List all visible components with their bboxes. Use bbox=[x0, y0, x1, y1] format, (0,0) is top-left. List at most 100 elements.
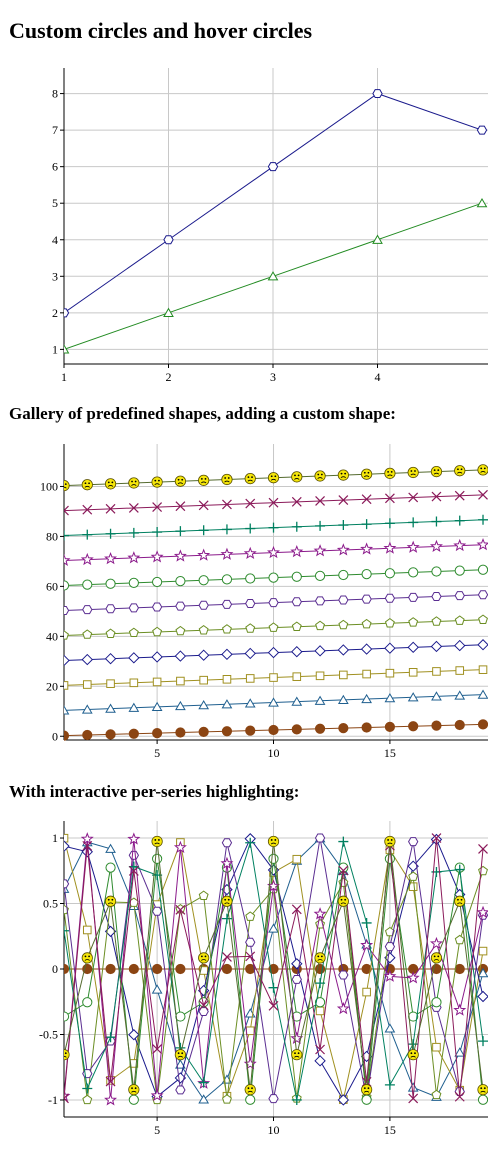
series-3-point[interactable] bbox=[81, 653, 93, 666]
series-0-point[interactable] bbox=[454, 719, 465, 731]
series-7-point[interactable] bbox=[80, 832, 94, 845]
series-8-point[interactable] bbox=[82, 1083, 93, 1094]
series-8-point[interactable] bbox=[268, 522, 279, 533]
series-10-point[interactable] bbox=[267, 472, 280, 484]
series-1-point[interactable] bbox=[151, 984, 163, 994]
series-2[interactable] bbox=[37, 665, 488, 690]
series-0-point[interactable] bbox=[408, 721, 419, 732]
series-1-point[interactable] bbox=[431, 691, 442, 701]
series-10-point[interactable] bbox=[314, 952, 326, 964]
series-4-point[interactable] bbox=[315, 620, 326, 631]
series-4-point[interactable] bbox=[152, 626, 163, 637]
series-10-point[interactable] bbox=[198, 952, 210, 964]
series-10-point[interactable] bbox=[407, 1049, 419, 1061]
series-4-point[interactable] bbox=[198, 890, 209, 900]
series-9-point[interactable] bbox=[478, 843, 488, 854]
series-7-point[interactable] bbox=[336, 543, 350, 556]
series-8-point[interactable] bbox=[175, 526, 186, 537]
series-1-point[interactable] bbox=[163, 307, 174, 317]
series-6-line[interactable] bbox=[41, 858, 484, 1100]
series-7-point[interactable] bbox=[80, 552, 94, 566]
series-5-point[interactable] bbox=[431, 592, 442, 601]
series-9-point[interactable] bbox=[128, 503, 139, 513]
series-1-point[interactable] bbox=[151, 701, 163, 711]
series-5-point[interactable] bbox=[175, 1085, 186, 1095]
series-7-point[interactable] bbox=[360, 938, 374, 951]
series-10-point[interactable] bbox=[337, 469, 349, 481]
series-6-point[interactable] bbox=[477, 1094, 488, 1105]
custom-circles-chart[interactable]: 1 2 3 4 1 2 3 4 5 6 7 8 bbox=[0, 62, 488, 382]
series-2-point[interactable] bbox=[152, 677, 162, 687]
series-10-point[interactable] bbox=[151, 476, 163, 488]
series-9-point[interactable] bbox=[152, 1044, 163, 1054]
series-8-point[interactable] bbox=[384, 518, 395, 529]
series-5-point[interactable] bbox=[59, 879, 70, 889]
series-5-point[interactable] bbox=[36, 871, 45, 879]
series-0-point[interactable] bbox=[221, 726, 233, 737]
series-1-point[interactable] bbox=[36, 965, 45, 973]
series-3[interactable] bbox=[36, 639, 488, 667]
series-2-point[interactable] bbox=[129, 678, 139, 688]
series-10-point[interactable] bbox=[104, 895, 117, 907]
series-0-point[interactable] bbox=[82, 729, 93, 741]
series-2-point[interactable] bbox=[362, 987, 371, 997]
series-10-point[interactable] bbox=[477, 464, 488, 476]
series-1-point[interactable] bbox=[105, 843, 116, 853]
series-7-point[interactable] bbox=[220, 856, 234, 870]
series-5-point[interactable] bbox=[477, 590, 488, 600]
series-1-point[interactable] bbox=[81, 704, 93, 714]
series-10-point[interactable] bbox=[407, 466, 419, 479]
series-4-point[interactable] bbox=[245, 623, 256, 633]
series-9-point[interactable] bbox=[128, 866, 139, 876]
series-1-point[interactable] bbox=[361, 693, 372, 704]
series-5[interactable] bbox=[36, 590, 488, 616]
series-7-point[interactable] bbox=[127, 551, 141, 564]
series-3-point[interactable] bbox=[384, 642, 396, 654]
series-9-point[interactable] bbox=[245, 951, 256, 962]
series-8-point[interactable] bbox=[105, 528, 116, 539]
series-0-point[interactable] bbox=[431, 720, 442, 731]
series-10-point[interactable] bbox=[267, 835, 280, 848]
series-7-point[interactable] bbox=[220, 547, 234, 560]
series-1-line[interactable] bbox=[41, 694, 484, 712]
series-0-point[interactable] bbox=[477, 719, 488, 730]
series-9-point[interactable] bbox=[175, 501, 186, 512]
series-2-point[interactable] bbox=[455, 666, 465, 675]
series-8-point[interactable] bbox=[361, 917, 372, 928]
series-10-point[interactable] bbox=[81, 952, 93, 964]
interactive-highlight-chart[interactable]: 5 10 15 -1 -0.5 0 0.5 1 bbox=[0, 815, 488, 1145]
series-9-point[interactable] bbox=[222, 952, 232, 962]
series-4-point[interactable] bbox=[361, 618, 372, 629]
series-5-point[interactable] bbox=[314, 596, 326, 606]
series-8-point[interactable] bbox=[245, 837, 256, 848]
series-0-point[interactable] bbox=[59, 730, 70, 741]
series-1[interactable] bbox=[60, 198, 488, 354]
series-4-point[interactable] bbox=[82, 629, 93, 639]
series-3-point[interactable] bbox=[337, 644, 350, 656]
series-9-point[interactable] bbox=[268, 1000, 279, 1011]
series-4-point[interactable] bbox=[384, 618, 395, 628]
series-5-point[interactable] bbox=[221, 838, 233, 848]
shape-gallery-chart[interactable]: 5 10 15 0 20 40 60 80 100 bbox=[0, 438, 488, 768]
series-9-point[interactable] bbox=[478, 489, 488, 500]
series-3-point[interactable] bbox=[267, 646, 280, 659]
series-7-point[interactable] bbox=[267, 545, 280, 559]
series-2-point[interactable] bbox=[222, 675, 232, 684]
series-0-point[interactable] bbox=[361, 722, 372, 733]
series-10-line[interactable] bbox=[41, 841, 484, 1090]
series-5-point[interactable] bbox=[175, 601, 186, 611]
series-2-point[interactable] bbox=[269, 673, 278, 682]
series-7-point[interactable] bbox=[476, 905, 488, 919]
series-0-point[interactable] bbox=[163, 235, 174, 245]
series-7-point[interactable] bbox=[243, 546, 257, 560]
series-8-point[interactable] bbox=[431, 516, 442, 527]
series-9-point[interactable] bbox=[82, 504, 93, 515]
series-0-point[interactable] bbox=[361, 963, 372, 975]
series-7-point[interactable] bbox=[406, 971, 420, 984]
series-5-point[interactable] bbox=[128, 603, 140, 613]
series-9-point[interactable] bbox=[454, 490, 465, 501]
series-0-point[interactable] bbox=[128, 963, 139, 975]
series-9-point[interactable] bbox=[36, 507, 45, 516]
series-8-point[interactable] bbox=[36, 835, 46, 845]
series-10-point[interactable] bbox=[361, 468, 373, 480]
